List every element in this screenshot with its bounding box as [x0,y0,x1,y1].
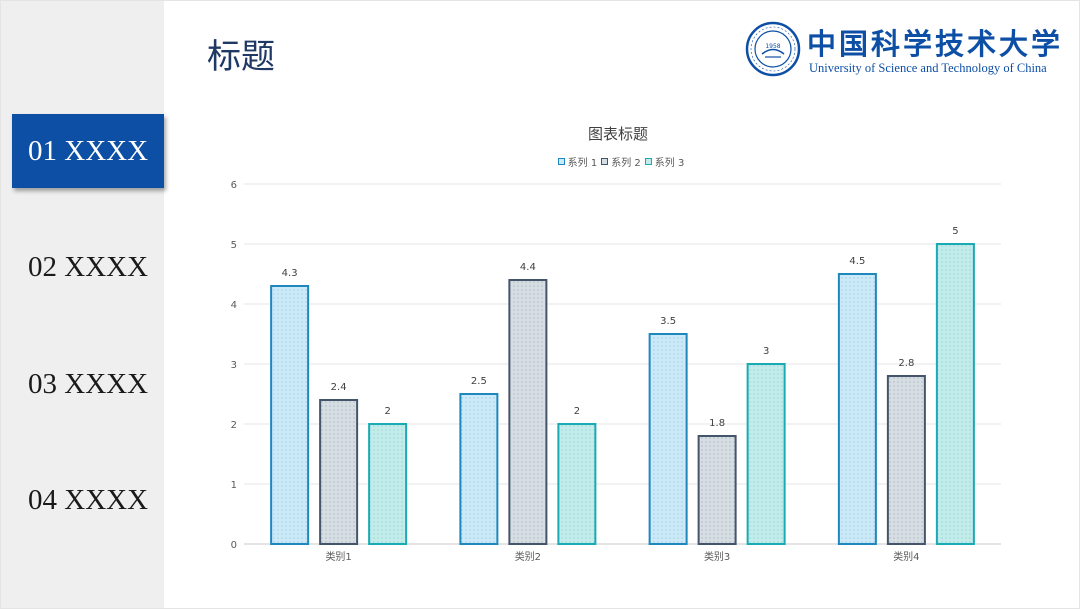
data-label: 2 [384,406,390,417]
chart-title: 图表标题 [587,125,648,143]
data-label: 3.5 [660,316,676,327]
sidebar-item-04[interactable]: 04 XXXX [28,484,149,516]
y-tick-label: 2 [231,420,237,431]
y-tick-label: 6 [231,180,237,191]
bar-series-2-4 [886,375,926,545]
sidebar: 01 XXXX 02 XXXX 03 XXXX 04 XXXX [1,1,164,608]
legend-label-series-1: 系列 1 [567,158,598,169]
data-label: 2.4 [331,382,347,393]
legend-swatch-series-3 [644,158,652,165]
y-tick-label: 5 [231,240,237,251]
bar-series-2-2 [508,279,548,545]
bar-series-3-2 [557,423,597,545]
chart-legend: 系列 1 系列 2 系列 3 [541,154,701,169]
legend-item-series-1[interactable]: 系列 1 [557,154,598,169]
data-label: 3 [763,346,769,357]
university-seal-icon: 1958 [745,21,801,77]
seal-year: 1958 [765,43,780,50]
legend-label-series-3: 系列 3 [654,158,685,169]
bar-series-1-1 [270,285,310,545]
data-label: 1.8 [709,418,725,429]
bar-series-3-4 [935,243,975,545]
data-label: 4.5 [849,256,865,267]
x-tick-label: 类别1 [325,550,351,563]
x-tick-label: 类别2 [515,550,541,563]
legend-label-series-2: 系列 2 [611,158,641,169]
data-label: 4.4 [520,262,536,273]
data-label: 2.5 [471,376,487,387]
sidebar-item-02[interactable]: 02 XXXX [28,251,149,283]
y-tick-label: 0 [231,540,237,551]
data-label: 4.3 [282,268,298,279]
legend-item-series-2[interactable]: 系列 2 [601,154,641,169]
bar-series-2-1 [319,399,359,545]
university-logo: 1958 中国科学技术大学 University of Science and … [745,19,1065,79]
bar-series-3-1 [368,423,408,545]
bar-series-1-3 [648,333,688,545]
y-tick-label: 1 [231,480,237,491]
x-tick-label: 类别4 [893,550,919,563]
y-tick-label: 4 [231,300,237,311]
data-label: 2 [574,406,580,417]
data-label: 5 [952,226,958,237]
bar-series-1-4 [837,273,877,545]
x-tick-label: 类别3 [704,550,730,563]
page-title: 标题 [207,37,275,77]
legend-swatch-series-2 [601,158,609,165]
bar-series-3-3 [746,363,786,545]
y-tick-label: 3 [231,360,237,371]
sidebar-item-03[interactable]: 03 XXXX [28,368,149,400]
university-name-en: University of Science and Technology of … [809,61,1047,75]
university-name-cn: 中国科学技术大学 [807,27,1064,61]
data-label: 2.8 [898,358,914,369]
legend-item-series-3[interactable]: 系列 3 [644,154,685,169]
sidebar-item-01[interactable]: 01 XXXX [12,114,164,188]
bar-series-2-3 [697,435,737,545]
legend-swatch-series-1 [557,158,565,165]
bar-series-1-2 [459,393,499,545]
